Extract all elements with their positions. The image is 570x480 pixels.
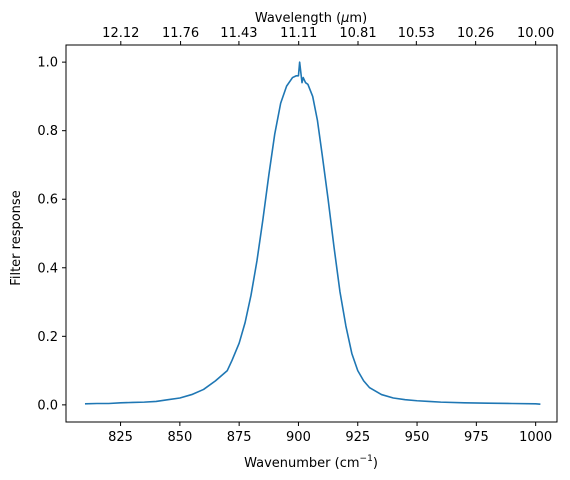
mu-symbol: μ [340, 11, 349, 26]
top-tick-label: 11.43 [220, 26, 257, 41]
x-tick-label: 900 [286, 430, 311, 445]
y-tick-label: 0.8 [37, 124, 58, 139]
left-y-axis: 0.0 0.2 0.4 0.6 0.8 1.0 [37, 56, 66, 413]
top-tick-label: 10.81 [339, 26, 376, 41]
x-tick-label: 875 [227, 430, 252, 445]
x-tick-label: 825 [108, 430, 133, 445]
top-x-axis-label: Wavelength (μm) [255, 11, 367, 26]
x-axis-label-exponent: −1 [360, 454, 373, 464]
y-tick-label: 1.0 [37, 56, 58, 71]
y-tick-label: 0.6 [37, 193, 58, 208]
x-tick-label: 850 [167, 430, 192, 445]
bottom-x-axis: 825 850 875 900 925 950 975 1000 [108, 422, 552, 445]
top-x-axis: 12.12 11.76 11.43 11.11 10.81 10.53 10.26 10.00 [102, 26, 554, 45]
series-line-0 [84, 61, 541, 405]
y-tick-label: 0.4 [37, 261, 58, 276]
y-tick-label: 0.2 [37, 330, 58, 345]
y-tick-label: 0.0 [37, 398, 58, 413]
top-tick-label: 11.11 [280, 26, 317, 41]
top-tick-label: 10.00 [517, 26, 554, 41]
x-tick-label: 1000 [519, 430, 552, 445]
x-tick-label: 925 [345, 430, 370, 445]
x-tick-label: 950 [405, 430, 430, 445]
top-tick-label: 11.76 [162, 26, 199, 41]
top-tick-label: 10.26 [457, 26, 494, 41]
y-axis-label: Filter response [9, 190, 24, 285]
top-tick-label: 12.12 [102, 26, 139, 41]
x-tick-label: 975 [464, 430, 489, 445]
x-axis-label: Wavenumber (cm−1) [244, 454, 378, 471]
plot-frame [65, 44, 558, 423]
top-tick-label: 10.53 [398, 26, 435, 41]
plot-layer [84, 61, 541, 405]
